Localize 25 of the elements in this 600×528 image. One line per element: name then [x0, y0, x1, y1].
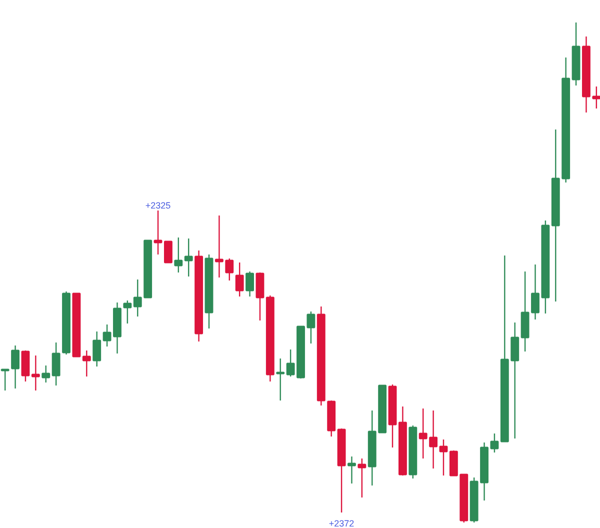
candlestick: [348, 456, 356, 484]
candlestick: [21, 350, 30, 382]
candlestick: [92, 330, 102, 368]
candlestick: [490, 432, 499, 454]
candlestick: [0, 368, 10, 392]
candlestick: [123, 300, 132, 324]
candlestick: [31, 354, 40, 392]
annotation: +2372: [328, 518, 354, 528]
candlestick: [358, 458, 366, 498]
candlestick: [52, 342, 60, 386]
candlestick: [174, 236, 183, 274]
annotation: +2325: [145, 200, 171, 210]
candlestick: [133, 278, 142, 318]
candlestick: [82, 350, 91, 378]
candlestick: [439, 438, 448, 476]
candlestick: [42, 364, 50, 384]
candlestick: [592, 86, 600, 110]
candlestick: [256, 272, 264, 322]
candlestick: [154, 210, 162, 256]
candlestick: [235, 262, 244, 298]
candlestick: [184, 238, 193, 278]
candlestick: [164, 240, 172, 264]
candlestick: [11, 344, 20, 390]
candlestick: [246, 270, 254, 298]
candlestick: [276, 358, 285, 402]
